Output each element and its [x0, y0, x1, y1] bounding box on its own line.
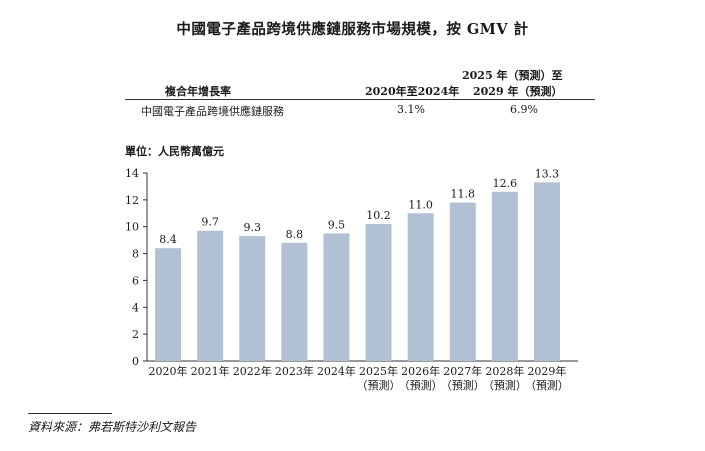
cagr-col2-header-line2: 2029 年（預測）	[473, 85, 563, 98]
bar	[239, 236, 266, 361]
bar	[365, 224, 392, 361]
bar-value-label: 9.7	[201, 216, 219, 229]
cagr-table: 複合年增長率 2020年至2024年 2025 年（預測）至 2029 年（預測…	[125, 64, 595, 118]
x-tick-sublabel: （預測）	[357, 378, 401, 392]
y-tick-label: 12	[125, 194, 139, 207]
bar	[533, 182, 560, 361]
bar	[449, 202, 476, 361]
y-tick-label: 2	[132, 328, 139, 341]
cagr-table-rule	[125, 99, 595, 100]
x-tick-sublabel: （預測）	[441, 378, 485, 392]
x-tick-label: 2024年	[317, 364, 356, 378]
unit-label: 單位：人民幣萬億元	[125, 145, 224, 158]
x-tick-label: 2025年	[359, 364, 398, 378]
x-tick-sublabel: （預測）	[399, 378, 443, 392]
chart-title: 中國電子產品跨境供應鏈服務市場規模，按 GMV 計	[176, 21, 529, 38]
bar-value-label: 9.3	[244, 221, 262, 234]
bar	[323, 233, 350, 361]
bar-value-label: 9.5	[328, 218, 346, 231]
source-note: 資料來源：弗若斯特沙利文報告	[28, 420, 197, 434]
cagr-row-label-header: 複合年增長率	[165, 85, 231, 98]
bar-value-label: 13.3	[535, 167, 560, 180]
bar	[407, 213, 434, 361]
x-tick-label: 2023年	[275, 364, 314, 378]
bar	[155, 248, 182, 361]
cagr-col2-value: 6.9%	[510, 103, 538, 116]
bar-value-label: 8.4	[159, 233, 177, 246]
source-rule	[28, 413, 112, 414]
x-tick-label: 2028年	[485, 364, 524, 378]
y-tick-label: 14	[125, 167, 139, 180]
bar-value-label: 11.0	[408, 198, 433, 211]
cagr-row-label: 中國電子產品跨境供應鏈服務	[141, 105, 284, 118]
cagr-col1-value: 3.1%	[397, 103, 425, 116]
x-tick-sublabel: （預測）	[525, 378, 569, 392]
x-tick-label: 2026年	[401, 364, 440, 378]
bar-value-label: 11.8	[451, 188, 476, 201]
y-tick-label: 10	[125, 221, 139, 234]
y-tick-label: 0	[132, 355, 139, 368]
y-tick-label: 4	[132, 301, 139, 314]
bar-value-label: 10.2	[366, 209, 391, 222]
x-tick-label: 2022年	[233, 364, 272, 378]
x-tick-label: 2029年	[527, 364, 566, 378]
x-tick-label: 2021年	[191, 364, 230, 378]
bar	[491, 191, 518, 361]
bar	[197, 230, 224, 361]
x-tick-label: 2020年	[149, 364, 188, 378]
x-tick-label: 2027年	[443, 364, 482, 378]
cagr-col2-header-line1: 2025 年（預測）至	[462, 69, 563, 82]
y-tick-label: 6	[132, 274, 139, 287]
cagr-table-header: 複合年增長率 2020年至2024年 2025 年（預測）至 2029 年（預測…	[125, 64, 595, 100]
bar-value-label: 8.8	[286, 228, 304, 241]
cagr-col1-header: 2020年至2024年	[365, 85, 460, 98]
x-tick-sublabel: （預測）	[483, 378, 527, 392]
cagr-table-row: 中國電子產品跨境供應鏈服務 3.1% 6.9%	[125, 103, 595, 119]
y-tick-label: 8	[132, 248, 139, 261]
bar	[281, 242, 308, 361]
bar-value-label: 12.6	[493, 177, 518, 190]
